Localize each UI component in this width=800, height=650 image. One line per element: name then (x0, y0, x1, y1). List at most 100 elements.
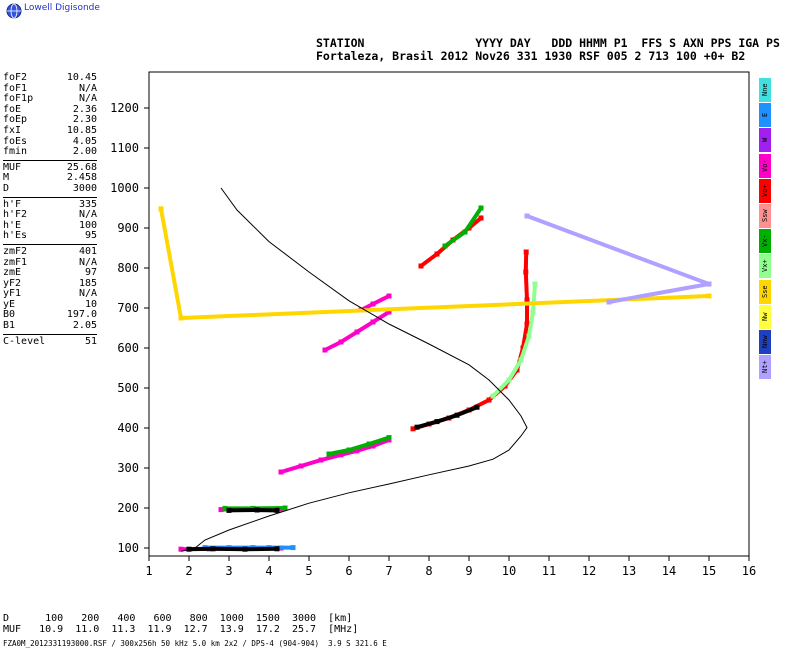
legend-label: Nnw (761, 335, 769, 349)
param-row: yF1 N/A (3, 289, 97, 300)
trace-segment (524, 213, 712, 287)
y-tick-label: 1100 (110, 141, 139, 155)
param-row: h'E 100 (3, 220, 97, 232)
legend-item: Nw (759, 304, 771, 329)
param-label: foF2 (3, 72, 28, 83)
y-tick-label: 1200 (110, 101, 139, 115)
param-row: yE 10 (3, 298, 97, 311)
legend-item: Sse (759, 279, 771, 304)
trace-segment (434, 412, 460, 425)
trace-segment (346, 441, 372, 453)
param-label: foF1 (3, 82, 28, 94)
x-tick-label: 3 (225, 564, 232, 578)
x-tick-label: 6 (345, 564, 352, 578)
param-value: 2.36 (72, 103, 97, 115)
legend-label: E (761, 113, 769, 118)
y-tick-label: 200 (117, 501, 139, 515)
param-value: 51 (84, 335, 97, 347)
param-label: yF2 (3, 277, 22, 289)
param-value: 97 (84, 267, 97, 279)
y-tick-label: 400 (117, 421, 139, 435)
param-label: fxI (3, 124, 22, 136)
param-value: N/A (78, 93, 97, 105)
param-row: h'Es 95 (3, 231, 97, 242)
param-row: h'F2 N/A (3, 210, 97, 221)
legend-item: Nnw (759, 329, 771, 354)
param-separator (3, 159, 97, 161)
param-value: 10 (84, 298, 97, 310)
param-value: 2.458 (66, 172, 97, 184)
legend-label: Nt+ (761, 360, 769, 374)
param-label: yF1 (3, 288, 22, 300)
param-label: foF1p (3, 93, 34, 105)
y-tick-label: 900 (117, 221, 139, 235)
globe-icon (6, 3, 22, 19)
x-tick-label: 2 (185, 564, 192, 578)
logo-text: Lowell Digisonde (24, 3, 100, 13)
param-value: 4.05 (72, 135, 97, 147)
trace-segment (366, 435, 392, 447)
trace-segment (462, 205, 484, 235)
x-tick-label: 5 (305, 564, 312, 578)
trace-segment (606, 281, 712, 305)
y-tick-label: 700 (117, 301, 139, 315)
legend-item: Nne (759, 78, 771, 102)
param-row: M 2.458 (3, 173, 97, 184)
y-tick-label: 100 (117, 541, 139, 555)
muf-values-row: MUF 10.9 11.0 11.3 11.9 12.7 13.9 17.2 2… (3, 624, 359, 635)
param-label: zmE (3, 267, 22, 279)
param-value: N/A (78, 288, 97, 300)
param-row: MUF 25.68 (3, 161, 97, 174)
y-tick-label: 500 (117, 381, 139, 395)
param-value: 3000 (72, 182, 97, 194)
param-label: h'F (3, 198, 22, 210)
trace-segment (326, 447, 352, 457)
param-label: C-level (3, 335, 46, 347)
x-tick-label: 10 (502, 564, 516, 578)
trace-segment (318, 452, 344, 463)
param-row: foF1 N/A (3, 82, 97, 95)
trace-segment (278, 463, 304, 475)
param-value: N/A (78, 256, 97, 268)
trace-segment (322, 339, 344, 353)
y-tick-label: 600 (117, 341, 139, 355)
trace-segment (518, 333, 532, 363)
param-value: N/A (78, 82, 97, 94)
legend-label: W (761, 138, 769, 143)
param-label: h'F2 (3, 209, 28, 221)
x-tick-label: 11 (542, 564, 556, 578)
param-row: h'F 335 (3, 198, 97, 211)
trace-segment (520, 321, 530, 351)
muf-table: D 100 200 400 600 800 1000 1500 3000 [km… (3, 613, 358, 635)
param-value: 2.05 (72, 320, 97, 332)
param-label: h'Es (3, 230, 28, 242)
y-tick-label: 1000 (110, 181, 139, 195)
x-tick-label: 9 (465, 564, 472, 578)
trace-segment (338, 448, 360, 458)
x-tick-label: 15 (702, 564, 716, 578)
param-value: 95 (84, 230, 97, 242)
legend: Nne E W Vo- Vo+ Ssw Vx- Vx+ Sse Nw Nnw Nt+ (759, 78, 771, 380)
legend-item: Vx+ (759, 254, 771, 279)
trace-segment (490, 377, 512, 399)
header-values: Fortaleza, Brasil 2012 Nov26 331 1930 RS… (316, 49, 746, 63)
param-value: 401 (78, 245, 97, 257)
trace-segment (418, 251, 440, 269)
param-value: 185 (78, 277, 97, 289)
param-label: MUF (3, 161, 22, 173)
header-columns: STATION YYYY DAY DDD HHMM P1 FFS S AXN P… (316, 36, 780, 50)
legend-item: Vo+ (759, 178, 771, 203)
param-label: foEs (3, 135, 28, 147)
scaled-parameters-panel: foF2 10.45 foF1 N/A foF1p N/A foE 2.36 foEp 2.30 f… (3, 72, 97, 348)
param-label: foEp (3, 114, 28, 126)
trace-segment (158, 206, 184, 321)
x-tick-label: 14 (662, 564, 676, 578)
param-row: C-level 51 (3, 335, 97, 348)
x-tick-label: 12 (582, 564, 596, 578)
param-label: M (3, 172, 10, 184)
profile-line (180, 187, 528, 552)
param-label: zmF2 (3, 245, 28, 257)
x-tick-label: 4 (265, 564, 272, 578)
x-tick-label: 8 (425, 564, 432, 578)
